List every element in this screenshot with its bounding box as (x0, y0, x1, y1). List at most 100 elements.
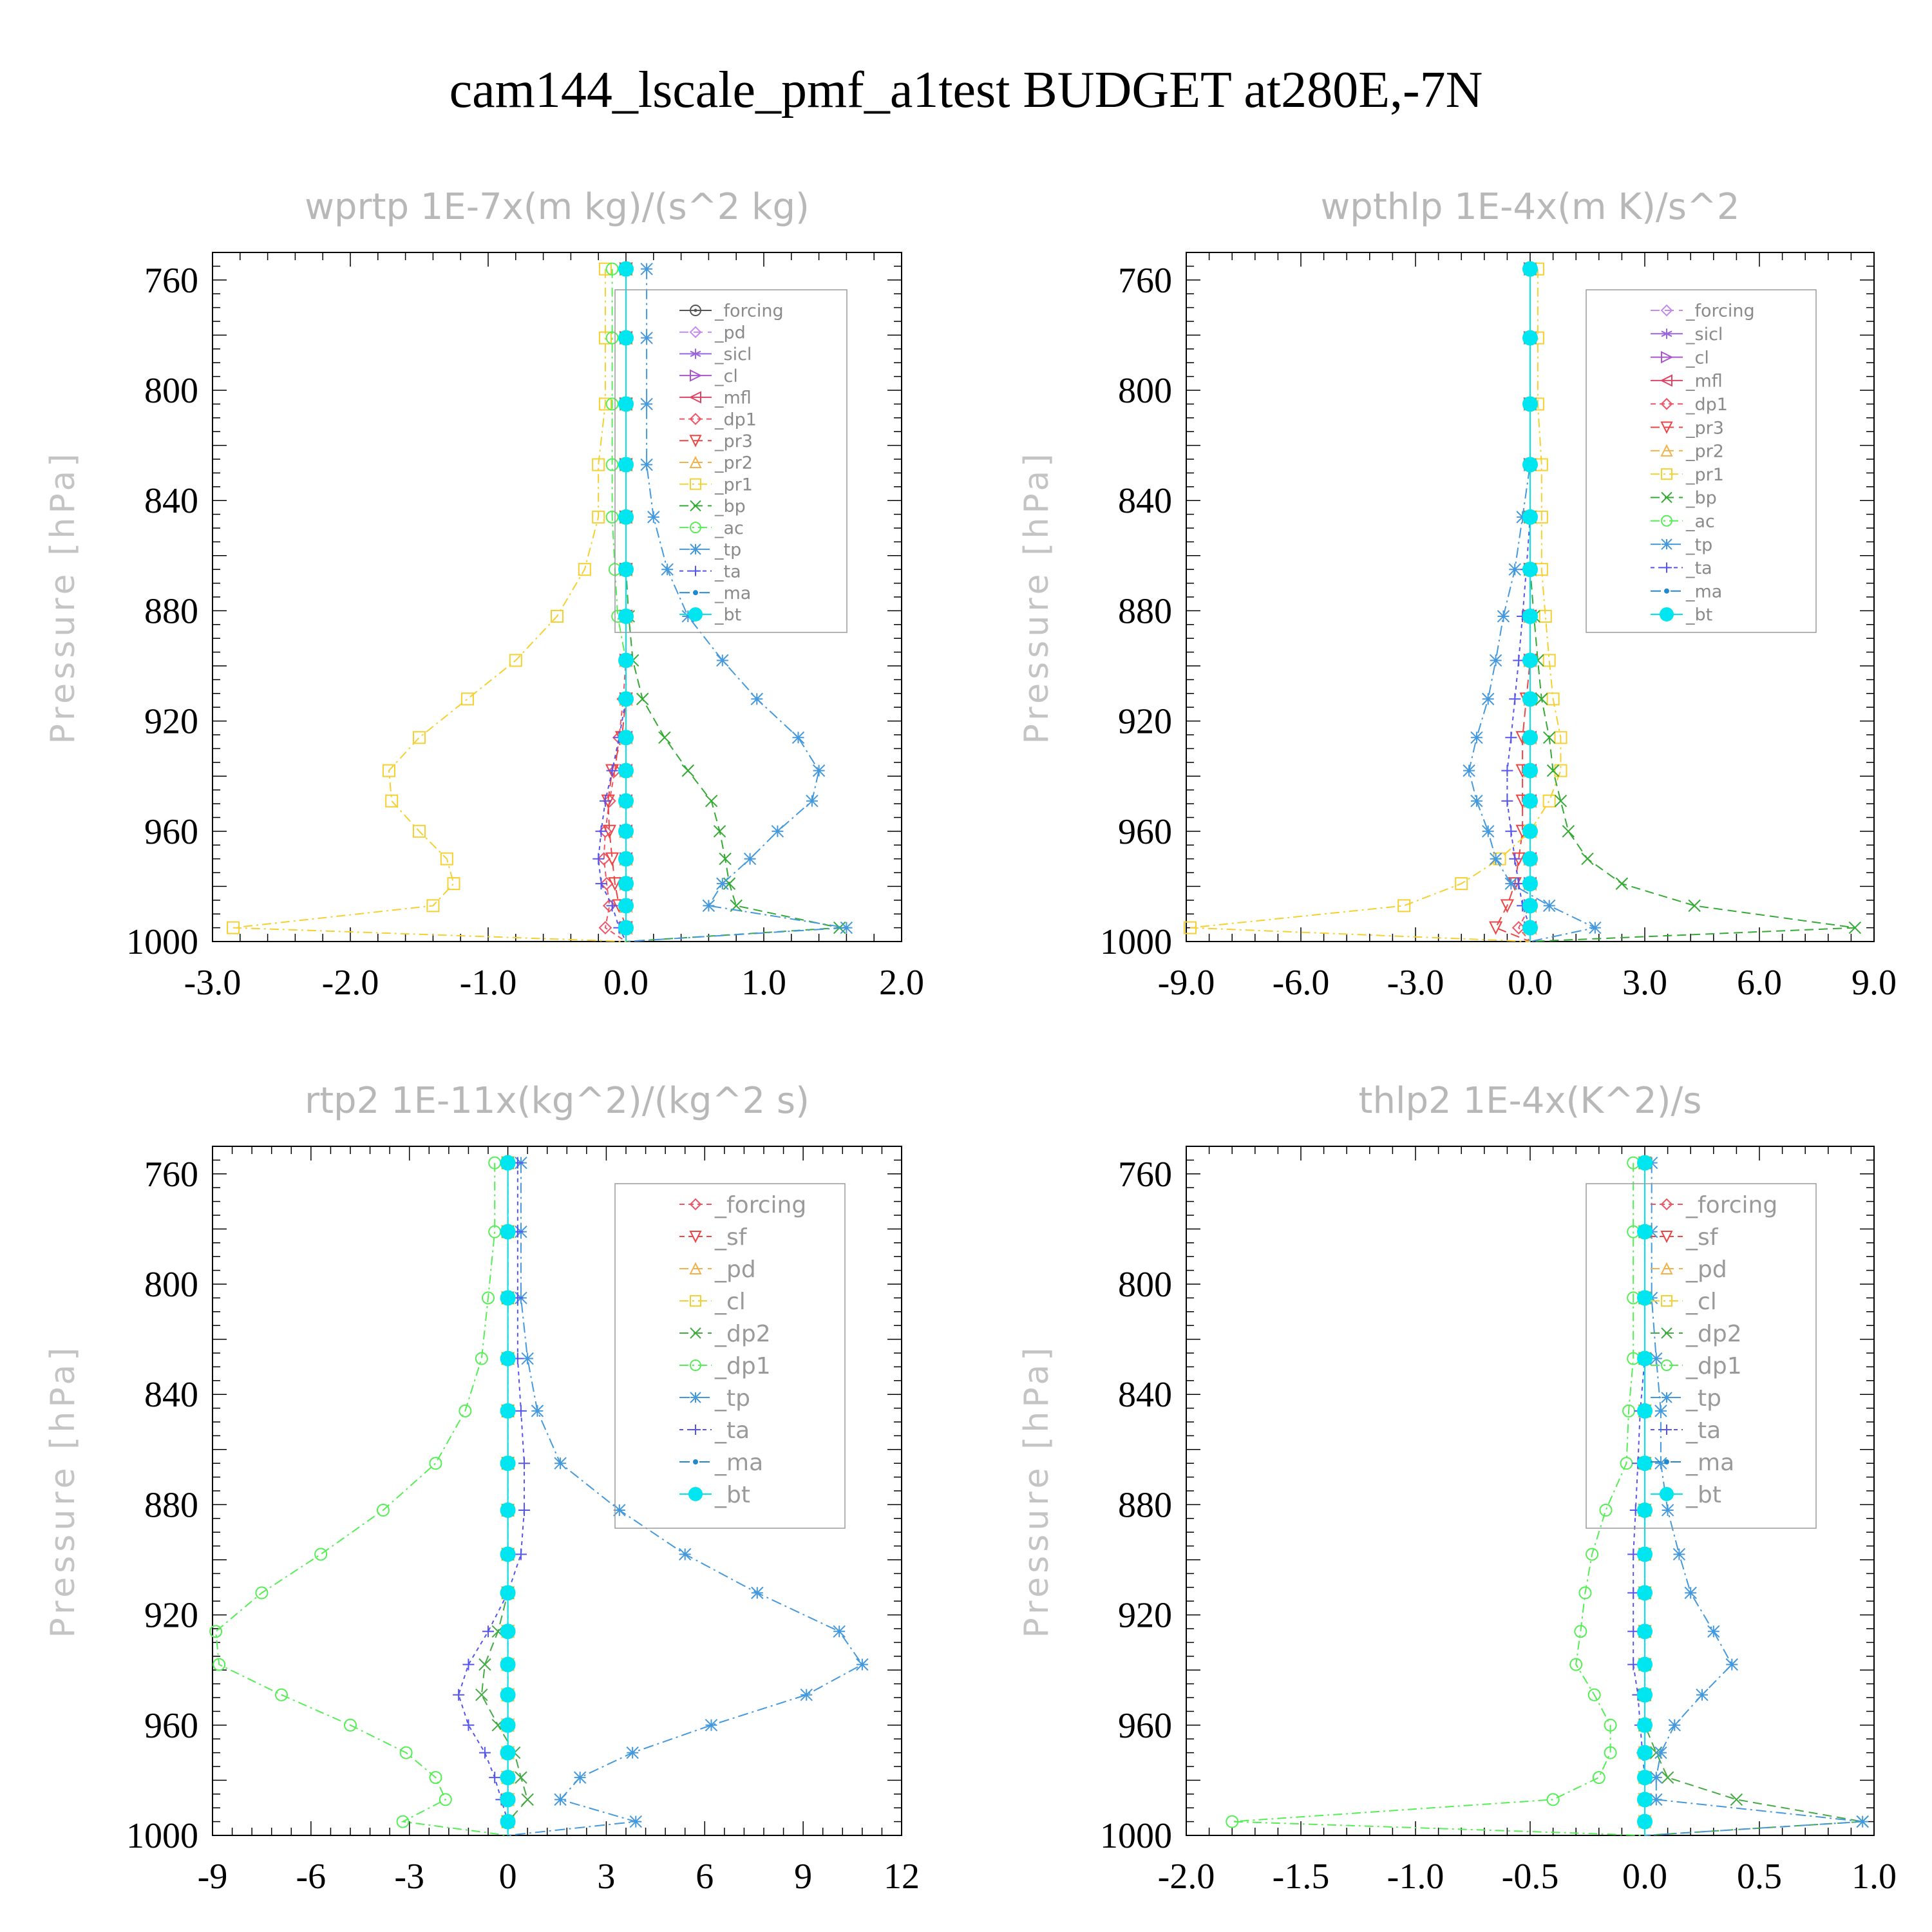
data-point (1637, 1224, 1653, 1240)
y-tick-label: 760 (144, 1155, 198, 1195)
legend-entry: _ta (1651, 1417, 1721, 1444)
legend-marker (688, 391, 701, 404)
data-point (640, 262, 653, 276)
data-point (413, 731, 426, 744)
data-point (1522, 457, 1538, 473)
data-point (462, 1658, 475, 1671)
data-point (618, 851, 634, 867)
data-point (1848, 921, 1862, 934)
legend-label: _ta (714, 1417, 750, 1444)
data-point (618, 876, 634, 892)
data-point (713, 825, 726, 838)
data-point (1522, 762, 1538, 779)
data-point (1535, 692, 1548, 706)
x-tick-label: -1.5 (1273, 1857, 1330, 1897)
y-axis-label: Pressure [hPa] (44, 450, 82, 744)
legend-entry: _pr2 (679, 453, 753, 473)
legend-label: _forcing (714, 1192, 806, 1218)
legend-marker (688, 1487, 703, 1501)
data-point (605, 397, 619, 411)
y-tick-label: 1000 (126, 1816, 198, 1856)
series-bt (1637, 1155, 1653, 1835)
legend: _forcing _sf _pd _cl _dp2 _dp1 _tp _ta _ma _bt (614, 1183, 846, 1529)
legend-marker (1664, 1459, 1669, 1464)
data-point (1488, 921, 1503, 935)
panel-thlp2: thlp2 1E-4x(K^2)/s Pressure [hPa] 760 800 84… (1018, 1080, 1897, 1897)
x-tick-label: 0.0 (603, 963, 649, 1003)
y-tick-label: 880 (1118, 1485, 1172, 1525)
data-point (447, 877, 460, 891)
data-point (618, 823, 634, 839)
legend-marker (689, 326, 702, 339)
data-point (1661, 1504, 1674, 1517)
data-point (605, 331, 619, 345)
data-point (475, 1689, 488, 1701)
x-tick-label: 0.0 (1508, 963, 1553, 1003)
legend-entry: _dp2 (1651, 1321, 1742, 1347)
legend-marker (1660, 607, 1674, 621)
data-point (1504, 877, 1518, 890)
y-tick-label: 800 (1118, 371, 1172, 411)
data-point (515, 1405, 527, 1417)
legend-marker (689, 1198, 702, 1211)
data-point (661, 563, 674, 576)
data-point (1470, 731, 1483, 744)
y-tick-label: 920 (144, 702, 198, 742)
data-point (500, 1224, 516, 1240)
series-bt (1522, 261, 1538, 942)
data-point (1508, 563, 1521, 576)
data-point (1554, 795, 1567, 808)
data-point (605, 458, 619, 471)
series-line (1232, 1162, 1645, 1836)
data-point (806, 795, 819, 808)
data-point (1522, 261, 1538, 277)
legend-entry: _ta (679, 1417, 750, 1444)
series-tp (1644, 1156, 1869, 1836)
legend-marker (689, 1231, 702, 1244)
series-line (1189, 269, 1562, 942)
data-point (399, 1746, 413, 1759)
legend-marker (1661, 1359, 1672, 1371)
data-point (1599, 1503, 1613, 1517)
y-tick-label: 880 (144, 1485, 198, 1525)
data-point (515, 1771, 527, 1784)
y-axis-label: Pressure [hPa] (1018, 450, 1056, 744)
legend-marker (1660, 374, 1672, 387)
data-point (598, 262, 612, 276)
data-point (613, 1504, 626, 1517)
data-point (500, 1792, 516, 1808)
data-point (1592, 1771, 1605, 1785)
y-tick-label: 1000 (1100, 1816, 1172, 1856)
data-point (618, 608, 634, 624)
data-point (681, 610, 695, 623)
x-tick-label: -2.0 (322, 963, 379, 1003)
panel-wprtp: wprtp 1E-7x(m kg)/(s^2 kg) Pressure [hPa]… (44, 186, 924, 1003)
legend-box (614, 289, 848, 633)
legend-label: _bt (714, 1482, 750, 1508)
legend-entry: _sf (679, 1224, 748, 1251)
data-point (1637, 1656, 1653, 1672)
legend-label: _ac (714, 518, 744, 538)
legend-label: _bp (714, 497, 746, 516)
legend-label: _ma (1685, 1450, 1734, 1476)
data-point (605, 852, 620, 866)
series-line (232, 269, 627, 942)
data-point (598, 921, 612, 935)
data-point (521, 1352, 534, 1365)
data-point (453, 1689, 465, 1701)
series-dp1 (209, 1156, 508, 1836)
legend-marker (1661, 538, 1672, 550)
series-line (1468, 269, 1597, 942)
data-point (1505, 825, 1517, 837)
data-point (531, 1405, 544, 1417)
series-pr3 (1488, 262, 1537, 942)
legend-label: _tp (1685, 535, 1712, 555)
data-point (719, 852, 732, 866)
data-point (812, 764, 826, 777)
data-point (1522, 920, 1538, 936)
data-point (1604, 1746, 1617, 1759)
legend-marker (1660, 397, 1673, 410)
data-point (460, 692, 474, 706)
y-tick-label: 800 (144, 371, 198, 411)
legend-entry: _tp (1651, 535, 1712, 555)
